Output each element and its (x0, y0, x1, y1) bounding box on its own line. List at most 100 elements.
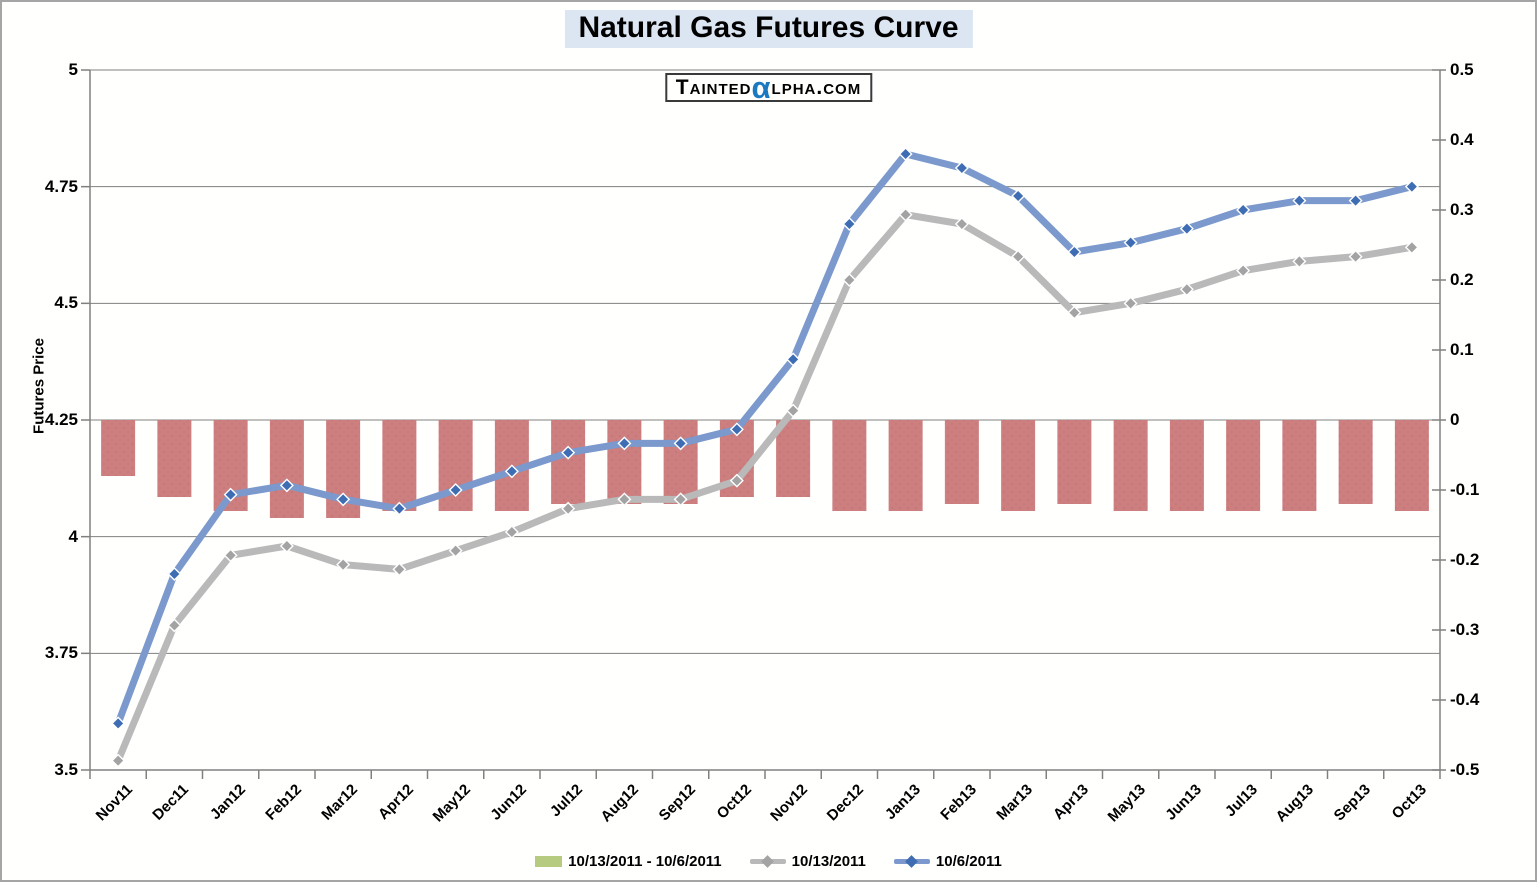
left-axis-tick-label: 4.5 (54, 293, 78, 313)
data-point-marker (1067, 305, 1082, 320)
bar (551, 420, 586, 504)
data-point-marker (167, 618, 182, 633)
data-point-marker (842, 217, 857, 231)
legend-diamond-icon (905, 854, 918, 868)
bar (1001, 420, 1036, 511)
data-point-marker (392, 501, 407, 516)
legend-item: 10/6/2011 (893, 852, 1002, 870)
data-point-marker (1404, 179, 1419, 194)
data-point-marker (279, 539, 294, 553)
data-point-marker (954, 217, 969, 231)
data-point-marker (336, 492, 351, 507)
data-point-marker (1348, 193, 1363, 208)
right-axis-tick-label: 0.2 (1450, 270, 1474, 289)
bar (269, 420, 304, 518)
data-point-marker (448, 543, 463, 558)
data-point-marker (729, 473, 744, 488)
bar (1338, 420, 1373, 504)
legend-line-marker-icon (893, 854, 930, 868)
bar (663, 420, 698, 504)
series-line (114, 150, 1416, 727)
bar (1169, 420, 1204, 511)
data-point-marker (336, 557, 351, 572)
data-point-marker (1011, 249, 1026, 264)
data-point-marker (279, 478, 294, 493)
data-point-marker (1067, 245, 1082, 259)
data-point-marker (898, 147, 913, 161)
left-axis-tick-label: 3.5 (54, 760, 78, 779)
data-point-marker (167, 567, 182, 581)
data-point-marker (504, 464, 519, 479)
data-point-marker (504, 525, 519, 539)
right-axis-tick-label: 0.1 (1450, 340, 1474, 359)
left-axis-tick-label: 4.75 (44, 176, 78, 196)
legend: 10/13/2011 - 10/6/2011 10/13/2011 10/6/201… (2, 848, 1535, 874)
data-point-marker (617, 436, 632, 451)
data-point-marker (111, 753, 126, 768)
series-line (114, 211, 1416, 765)
data-point-marker (673, 436, 688, 451)
chart-title: Natural Gas Futures Curve (564, 10, 973, 48)
right-axis-tick-label: -0.5 (1450, 760, 1480, 779)
left-axis-tick-label: 4.25 (44, 410, 78, 429)
data-point-marker (111, 716, 126, 731)
data-point-marker (1011, 189, 1026, 203)
bar (1113, 420, 1148, 511)
data-point-marker (617, 492, 632, 507)
data-point-marker (786, 403, 801, 418)
legend-line-marker-icon (749, 854, 786, 868)
bar (1394, 420, 1429, 511)
data-point-marker (954, 161, 969, 175)
bar (1282, 420, 1317, 511)
data-point-marker (1123, 296, 1138, 311)
data-point-marker (1123, 235, 1138, 250)
data-point-marker (1404, 240, 1419, 255)
data-point-marker (1292, 193, 1307, 208)
data-point-marker (561, 501, 576, 516)
bar (607, 420, 642, 504)
bar (101, 420, 136, 476)
bar (776, 420, 811, 497)
data-point-marker (392, 562, 407, 577)
legend-label: 10/13/2011 - 10/6/2011 (568, 852, 722, 870)
right-axis-tick-label: -0.3 (1450, 620, 1480, 639)
logo-text-prefix: Tainted (675, 76, 752, 99)
logo-text-suffix: lpha.com (771, 76, 862, 99)
data-point-marker (898, 207, 913, 222)
legend-label: 10/13/2011 (791, 852, 866, 870)
legend-item: 10/13/2011 (749, 852, 866, 870)
data-point-marker (729, 422, 744, 437)
bar (157, 420, 192, 497)
bar (832, 420, 867, 511)
legend-swatch-icon (535, 855, 563, 867)
right-axis-tick-label: 0 (1450, 410, 1460, 429)
bar (382, 420, 417, 511)
site-logo: Taintedαlpha.com (664, 70, 873, 105)
data-point-marker (561, 445, 576, 460)
data-point-marker (1179, 221, 1194, 236)
legend-item: 10/13/2011 - 10/6/2011 (535, 852, 722, 870)
data-point-marker (1236, 263, 1251, 278)
right-axis-tick-label: -0.2 (1450, 550, 1480, 569)
data-point-marker (1292, 254, 1307, 269)
left-axis-tick-label: 4 (68, 526, 78, 546)
bar (1226, 420, 1261, 511)
left-axis-tick-label: 5 (68, 60, 78, 79)
legend-label: 10/6/2011 (935, 852, 1002, 870)
bar (1057, 420, 1092, 504)
left-axis-tick-label: 3.75 (44, 643, 78, 663)
data-point-marker (1179, 282, 1194, 297)
data-point-marker (223, 548, 238, 563)
bar (944, 420, 979, 504)
data-point-marker (1348, 249, 1363, 264)
data-point-marker (673, 492, 688, 507)
data-point-marker (786, 352, 801, 367)
right-axis-tick-label: 0.5 (1450, 60, 1474, 79)
bar (888, 420, 923, 511)
data-point-marker (223, 487, 238, 502)
logo-alpha-glyph: α (751, 70, 772, 105)
right-axis-tick-label: -0.4 (1450, 690, 1480, 709)
data-point-marker (842, 273, 857, 287)
